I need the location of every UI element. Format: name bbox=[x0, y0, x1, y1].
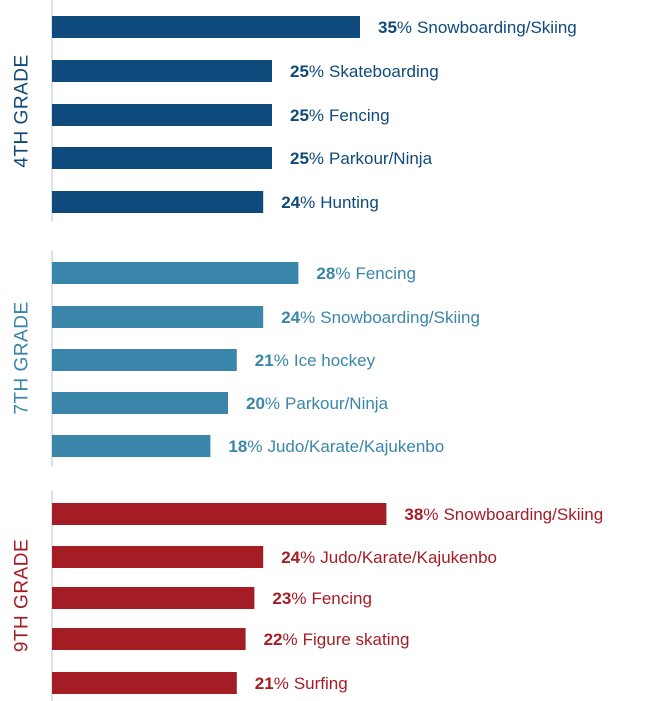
bar bbox=[52, 392, 228, 414]
value-unit: % bbox=[309, 149, 324, 168]
bar bbox=[52, 546, 264, 568]
value-unit: % bbox=[300, 308, 315, 327]
bar-label: 25% Fencing bbox=[290, 106, 390, 125]
value-number: 25 bbox=[290, 149, 309, 168]
bar bbox=[52, 306, 264, 328]
value-label: 20% bbox=[246, 394, 280, 413]
category-label: Snowboarding/Skiing bbox=[443, 505, 603, 524]
category-label: Snowboarding/Skiing bbox=[320, 308, 480, 327]
value-unit: % bbox=[265, 394, 280, 413]
value-label: 21% bbox=[255, 674, 289, 693]
category-label: Hunting bbox=[320, 193, 379, 212]
group-title: 9TH GRADE bbox=[12, 539, 33, 652]
bar-label: 35% Snowboarding/Skiing bbox=[378, 18, 577, 37]
bar bbox=[52, 262, 299, 284]
bar-label: 24% Snowboarding/Skiing bbox=[281, 308, 480, 327]
value-label: 28% bbox=[316, 264, 350, 283]
category-label: Figure skating bbox=[303, 630, 410, 649]
value-unit: % bbox=[247, 437, 262, 456]
value-unit: % bbox=[300, 548, 315, 567]
bar-label: 25% Skateboarding bbox=[290, 62, 439, 81]
value-unit: % bbox=[300, 193, 315, 212]
value-number: 21 bbox=[255, 674, 274, 693]
category-label: Fencing bbox=[311, 589, 371, 608]
value-number: 22 bbox=[264, 630, 283, 649]
value-label: 22% bbox=[264, 630, 298, 649]
value-number: 20 bbox=[246, 394, 265, 413]
value-label: 24% bbox=[281, 308, 315, 327]
bar-label: 24% Judo/Karate/Kajukenbo bbox=[281, 548, 497, 567]
category-label: Fencing bbox=[329, 106, 389, 125]
value-number: 21 bbox=[255, 351, 274, 370]
value-number: 23 bbox=[272, 589, 291, 608]
value-unit: % bbox=[423, 505, 438, 524]
bar-label: 24% Hunting bbox=[281, 193, 379, 212]
category-label: Ice hockey bbox=[294, 351, 376, 370]
value-unit: % bbox=[335, 264, 350, 283]
bar bbox=[52, 104, 272, 126]
value-unit: % bbox=[274, 674, 289, 693]
bar bbox=[52, 587, 255, 609]
value-number: 24 bbox=[281, 308, 300, 327]
value-unit: % bbox=[397, 18, 412, 37]
category-label: Parkour/Ninja bbox=[285, 394, 389, 413]
value-number: 38 bbox=[404, 505, 423, 524]
value-label: 18% bbox=[228, 437, 262, 456]
category-label: Snowboarding/Skiing bbox=[417, 18, 577, 37]
category-label: Parkour/Ninja bbox=[329, 149, 433, 168]
value-label: 25% bbox=[290, 62, 324, 81]
bar-label: 20% Parkour/Ninja bbox=[246, 394, 389, 413]
value-number: 35 bbox=[378, 18, 397, 37]
group-title: 4TH GRADE bbox=[12, 54, 33, 167]
value-label: 25% bbox=[290, 149, 324, 168]
value-unit: % bbox=[283, 630, 298, 649]
value-number: 24 bbox=[281, 193, 300, 212]
bar-label: 25% Parkour/Ninja bbox=[290, 149, 433, 168]
bar-label: 21% Ice hockey bbox=[255, 351, 376, 370]
group-title: 7TH GRADE bbox=[12, 301, 33, 414]
value-label: 35% bbox=[378, 18, 412, 37]
bar bbox=[52, 503, 387, 525]
value-unit: % bbox=[309, 106, 324, 125]
bar-label: 23% Fencing bbox=[272, 589, 372, 608]
value-label: 25% bbox=[290, 106, 324, 125]
bar bbox=[52, 60, 272, 82]
category-label: Judo/Karate/Kajukenbo bbox=[320, 548, 497, 567]
category-label: Skateboarding bbox=[329, 62, 439, 81]
value-label: 38% bbox=[404, 505, 438, 524]
bar bbox=[52, 628, 246, 650]
value-unit: % bbox=[274, 351, 289, 370]
bar bbox=[52, 672, 237, 694]
category-label: Surfing bbox=[294, 674, 348, 693]
bar-label: 28% Fencing bbox=[316, 264, 416, 283]
bar-label: 38% Snowboarding/Skiing bbox=[404, 505, 603, 524]
bar bbox=[52, 435, 211, 457]
value-number: 25 bbox=[290, 62, 309, 81]
bar bbox=[52, 16, 360, 38]
value-label: 24% bbox=[281, 193, 315, 212]
value-label: 24% bbox=[281, 548, 315, 567]
value-number: 25 bbox=[290, 106, 309, 125]
value-label: 21% bbox=[255, 351, 289, 370]
category-label: Judo/Karate/Kajukenbo bbox=[267, 437, 444, 456]
value-label: 23% bbox=[272, 589, 306, 608]
value-number: 24 bbox=[281, 548, 300, 567]
bar bbox=[52, 349, 237, 371]
value-number: 18 bbox=[228, 437, 247, 456]
bar-label: 21% Surfing bbox=[255, 674, 348, 693]
bar bbox=[52, 191, 264, 213]
bar-label: 22% Figure skating bbox=[264, 630, 410, 649]
bar-label: 18% Judo/Karate/Kajukenbo bbox=[228, 437, 444, 456]
value-number: 28 bbox=[316, 264, 335, 283]
value-unit: % bbox=[291, 589, 306, 608]
value-unit: % bbox=[309, 62, 324, 81]
category-label: Fencing bbox=[355, 264, 415, 283]
bar bbox=[52, 147, 272, 169]
